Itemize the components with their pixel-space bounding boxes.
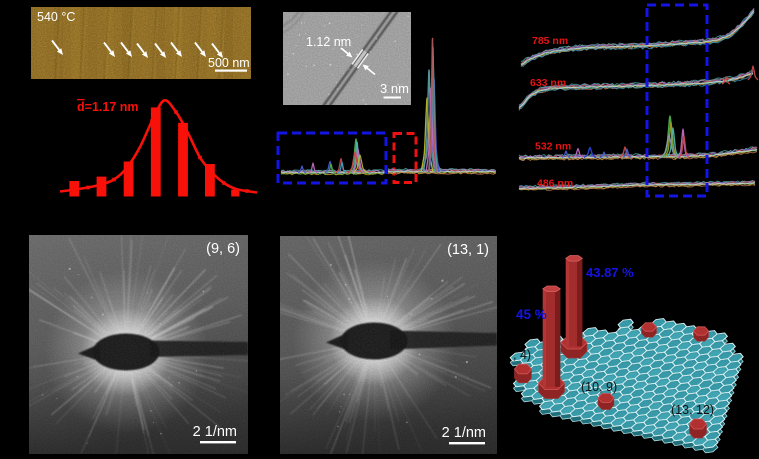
svg-text:45 %: 45 % xyxy=(516,307,547,322)
svg-text:(13, 12): (13, 12) xyxy=(671,403,714,417)
svg-text:486 nm: 486 nm xyxy=(537,178,573,190)
svg-text:(13, 1): (13, 1) xyxy=(447,242,489,258)
svg-text:(10, 9): (10, 9) xyxy=(581,380,617,394)
svg-text:785 nm: 785 nm xyxy=(532,35,568,47)
svg-text:43.87 %: 43.87 % xyxy=(586,265,634,280)
svg-text:2 1/nm: 2 1/nm xyxy=(442,425,486,441)
svg-text:633 nm: 633 nm xyxy=(530,77,566,89)
svg-text:3 nm: 3 nm xyxy=(380,81,409,96)
svg-text:(9, 6): (9, 6) xyxy=(206,241,240,257)
svg-text:540 °C: 540 °C xyxy=(37,10,75,24)
svg-text:532 nm: 532 nm xyxy=(535,141,571,153)
svg-text:500 nm: 500 nm xyxy=(208,56,250,70)
svg-text:2 1/nm: 2 1/nm xyxy=(193,424,237,440)
svg-text:, 4): , 4) xyxy=(513,348,531,362)
svg-text:1.12 nm: 1.12 nm xyxy=(306,35,351,49)
svg-text:d=1.17 nm: d=1.17 nm xyxy=(77,100,139,114)
